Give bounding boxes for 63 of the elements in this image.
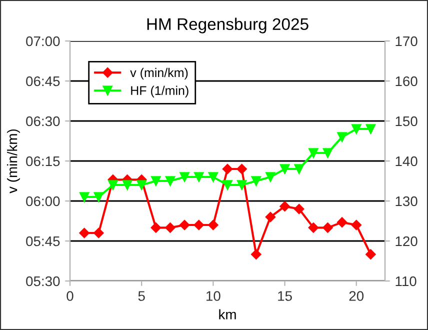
point <box>280 164 290 174</box>
x-tick-label: 5 <box>138 291 145 301</box>
point <box>294 164 304 174</box>
x-axis-title: km <box>219 309 236 320</box>
point <box>222 180 232 190</box>
point <box>94 228 104 238</box>
y-tick-label: 06:30 <box>26 116 60 126</box>
point <box>251 249 262 260</box>
point <box>236 180 247 190</box>
x-tick-label: 10 <box>206 291 220 301</box>
point <box>366 249 376 260</box>
point <box>251 176 261 186</box>
point <box>336 217 348 228</box>
point <box>337 132 347 142</box>
point <box>194 172 204 182</box>
point <box>122 180 132 190</box>
x-tick-label: 15 <box>278 291 292 301</box>
point <box>179 220 190 230</box>
y2-tick-label: 160 <box>396 76 418 86</box>
point <box>308 148 318 158</box>
y-tick-label: 07:00 <box>26 36 60 46</box>
y-tick-label: 06:45 <box>26 76 60 86</box>
point <box>151 176 161 186</box>
y2-tick-label: 170 <box>396 36 418 46</box>
point <box>265 212 276 222</box>
chart-title: HM Regensburg 2025 <box>147 18 308 34</box>
y-tick-label: 05:45 <box>26 236 60 246</box>
point <box>280 201 290 212</box>
y2-tick-label: 150 <box>396 116 418 126</box>
point <box>150 222 162 233</box>
legend-label: HF (1/min) <box>131 86 188 98</box>
point <box>94 192 104 202</box>
y-tick-label: 06:00 <box>26 196 60 206</box>
point <box>352 124 362 134</box>
x-tick-label: 0 <box>66 291 74 301</box>
point <box>136 180 146 190</box>
point <box>308 222 319 233</box>
point <box>322 148 333 158</box>
y-tick-label: 06:15 <box>26 156 60 166</box>
point <box>294 204 304 214</box>
point <box>180 172 190 182</box>
point <box>322 222 333 233</box>
y-axis-title: v (min/km) <box>7 129 20 194</box>
y2-tick-label: 130 <box>396 196 418 206</box>
point <box>108 180 118 190</box>
point <box>351 220 362 230</box>
y2-tick-label: 120 <box>396 236 418 246</box>
point <box>236 164 247 174</box>
x-tick-label: 20 <box>349 291 364 301</box>
y2-tick-label: 140 <box>396 156 418 166</box>
point <box>79 228 90 238</box>
point <box>266 172 276 182</box>
point <box>222 164 233 174</box>
point <box>165 176 176 186</box>
point <box>165 222 176 233</box>
y-tick-label: 05:30 <box>26 276 60 286</box>
point <box>208 220 218 230</box>
point <box>79 192 90 202</box>
point <box>366 124 376 134</box>
y2-tick-label: 110 <box>396 276 416 286</box>
point <box>208 172 218 182</box>
legend-label: v (min/km) <box>130 68 188 80</box>
point <box>194 220 204 230</box>
